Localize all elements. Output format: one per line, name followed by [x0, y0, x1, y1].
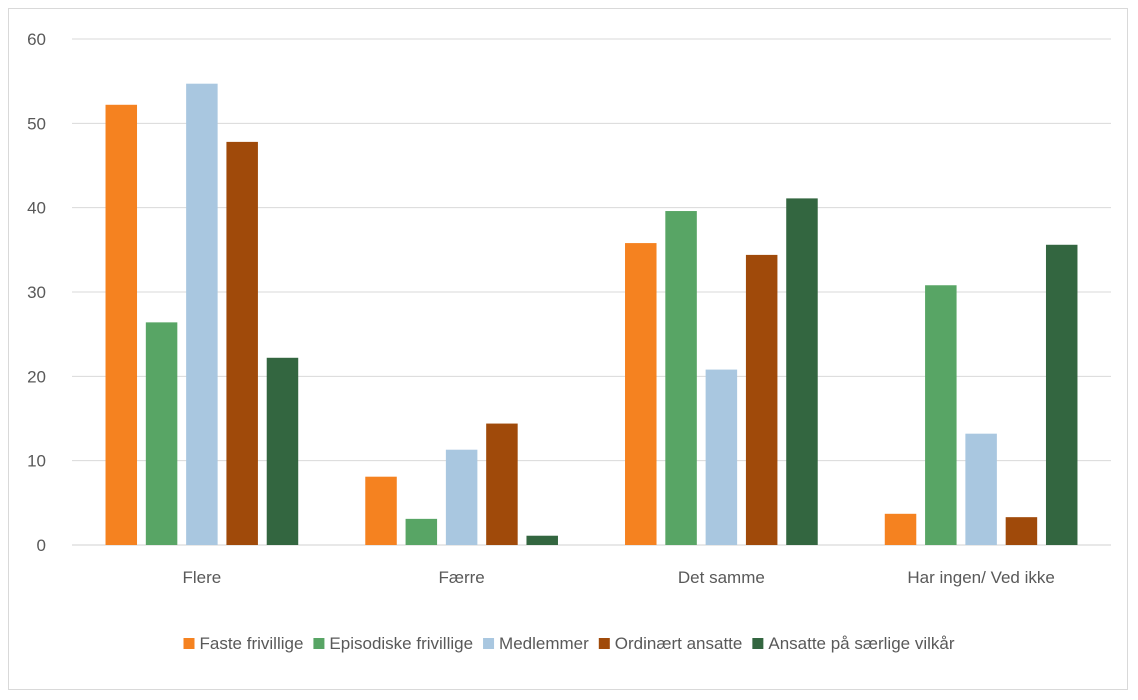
- legend-item: Ordinært ansatte: [598, 634, 743, 653]
- bar-ansatte-på-særlige-vilkår-1: [526, 535, 558, 545]
- bar-ansatte-på-særlige-vilkår-3: [1045, 244, 1078, 546]
- y-tick-label: 40: [27, 199, 46, 218]
- legend-swatch: [752, 638, 764, 649]
- bar-ansatte-på-særlige-vilkår-2: [786, 198, 818, 545]
- y-tick-label: 20: [27, 367, 46, 386]
- bar-episodiske-frivillige-2: [665, 211, 697, 546]
- legend-label: Faste frivillige: [200, 634, 304, 653]
- y-tick-label: 60: [27, 30, 46, 49]
- bar-faste-frivillige-3: [884, 513, 917, 545]
- bar-medlemmer-3: [965, 433, 997, 545]
- legend: Faste frivillige Episodiske frivillige Med…: [183, 634, 955, 653]
- y-tick-label: 10: [27, 452, 46, 471]
- chart-frame: 0 10 20 30 40 50 60 Flere Færre Det samme Har ing…: [8, 8, 1128, 690]
- x-category-label: Det samme: [678, 568, 765, 587]
- bar-faste-frivillige-1: [365, 476, 397, 545]
- legend-swatch: [183, 638, 195, 649]
- y-tick-label: 50: [27, 114, 46, 133]
- legend-swatch: [598, 638, 610, 649]
- legend-label: Medlemmer: [499, 634, 589, 653]
- bar-episodiske-frivillige-1: [405, 518, 438, 545]
- bar-medlemmer-2: [705, 369, 738, 545]
- bar-medlemmer-0: [186, 83, 218, 546]
- legend-item: Ansatte på særlige vilkår: [752, 634, 955, 653]
- bar-ordinært-ansatte-0: [226, 141, 258, 546]
- y-tick-label: 30: [27, 283, 46, 302]
- bars: [105, 83, 1078, 546]
- legend-item: Medlemmer: [483, 634, 589, 653]
- bar-episodiske-frivillige-0: [145, 322, 178, 545]
- bar-ordinært-ansatte-3: [1005, 517, 1038, 545]
- bar-ordinært-ansatte-2: [745, 254, 778, 546]
- bar-ansatte-på-særlige-vilkår-0: [266, 357, 299, 545]
- bar-faste-frivillige-2: [625, 243, 657, 545]
- legend-label: Episodiske frivillige: [329, 634, 473, 653]
- legend-label: Ordinært ansatte: [615, 634, 743, 653]
- y-tick-label: 0: [37, 536, 46, 555]
- x-category-label: Flere: [183, 568, 222, 587]
- x-axis-category-labels: Flere Færre Det samme Har ingen/ Ved ikke: [183, 568, 1055, 587]
- bar-ordinært-ansatte-1: [486, 423, 518, 545]
- x-category-label: Har ingen/ Ved ikke: [907, 568, 1054, 587]
- bar-episodiske-frivillige-3: [925, 285, 957, 545]
- legend-item: Faste frivillige: [183, 634, 304, 653]
- legend-item: Episodiske frivillige: [313, 634, 473, 653]
- x-category-label: Færre: [438, 568, 484, 587]
- y-axis-tick-labels: 0 10 20 30 40 50 60: [27, 30, 46, 555]
- legend-label: Ansatte på særlige vilkår: [768, 634, 954, 653]
- bar-medlemmer-1: [445, 449, 478, 545]
- bar-faste-frivillige-0: [105, 104, 138, 545]
- legend-swatch: [483, 638, 495, 649]
- legend-swatch: [313, 638, 325, 649]
- bar-chart: 0 10 20 30 40 50 60 Flere Færre Det samme Har ing…: [27, 30, 1111, 653]
